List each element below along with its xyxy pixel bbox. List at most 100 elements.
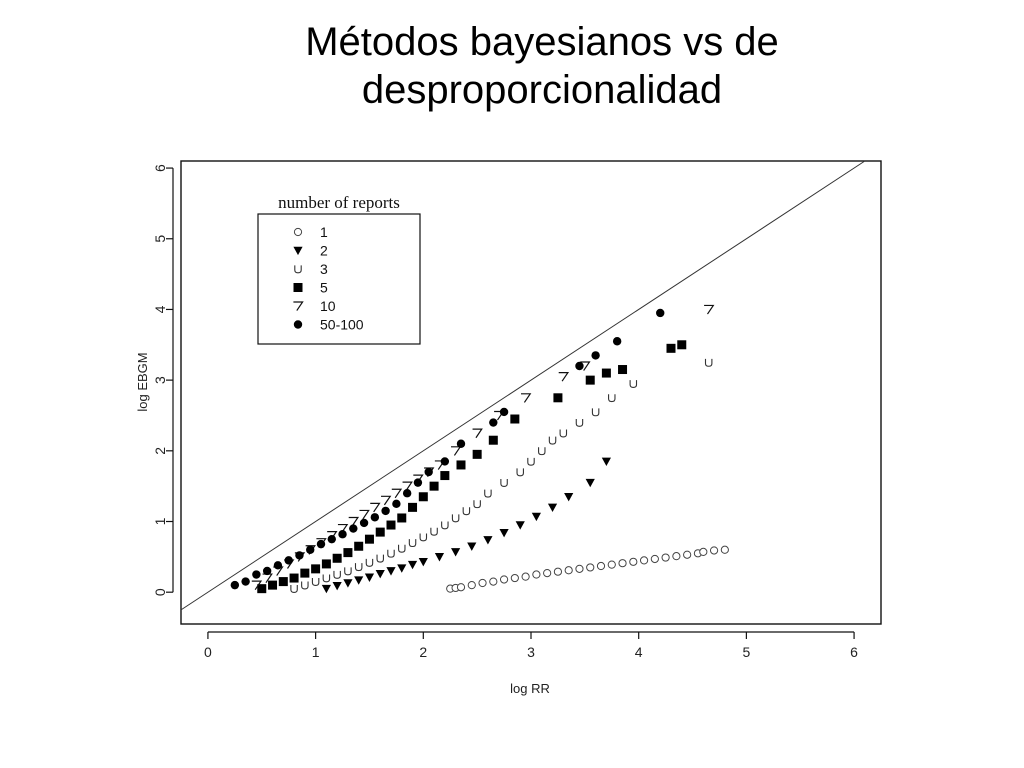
x-tick-label: 3 [527, 644, 535, 660]
y-tick-label: 1 [152, 517, 168, 525]
data-point [386, 520, 396, 530]
data-point [532, 570, 541, 579]
data-point [301, 581, 309, 590]
data-point [564, 492, 574, 502]
legend-marker [293, 320, 303, 329]
data-point [273, 561, 283, 570]
data-point [441, 521, 449, 530]
data-point [440, 471, 450, 481]
series-2 [321, 457, 611, 594]
data-point [484, 489, 492, 498]
y-tick-label: 2 [152, 447, 168, 455]
data-point [596, 561, 606, 571]
legend-marker [293, 301, 304, 311]
data-point [418, 557, 428, 567]
data-point [344, 567, 352, 576]
data-point [424, 467, 433, 477]
data-point [483, 536, 493, 545]
y-tick-label: 5 [152, 235, 168, 243]
data-point [392, 499, 401, 509]
data-point [585, 375, 595, 385]
data-point [349, 524, 358, 533]
data-point [322, 574, 331, 583]
x-tick-label: 2 [419, 644, 427, 660]
series-5 [257, 340, 687, 594]
data-point [499, 575, 509, 584]
data-point [661, 553, 670, 562]
data-point [354, 563, 363, 572]
data-point [408, 539, 417, 548]
data-point [419, 533, 428, 542]
data-point [543, 569, 552, 578]
legend-marker [294, 265, 302, 274]
data-point [386, 567, 396, 576]
data-point [709, 546, 719, 555]
data-point [348, 516, 360, 527]
data-point [591, 408, 600, 417]
data-point [467, 542, 477, 551]
data-point [510, 414, 520, 424]
data-point [402, 481, 413, 492]
data-point [478, 578, 487, 588]
legend-item: 3 [294, 261, 328, 277]
data-point [558, 371, 570, 382]
legend-item: 50-100 [293, 317, 364, 333]
legend-box [257, 213, 421, 345]
reference-line [180, 160, 866, 611]
x-axis: 0 1 2 3 4 5 6 [204, 631, 858, 660]
data-point [575, 361, 584, 371]
data-point [451, 548, 461, 557]
x-tick-label: 5 [742, 644, 750, 660]
data-point [472, 449, 482, 459]
data-point [500, 479, 508, 487]
data-point [343, 579, 353, 588]
data-point [516, 468, 524, 477]
data-point [251, 580, 263, 591]
data-point [359, 509, 370, 520]
data-point [413, 478, 423, 487]
data-point [677, 340, 687, 350]
data-point [499, 529, 509, 538]
data-point [650, 554, 659, 564]
data-point [376, 554, 384, 563]
plot-frame [180, 160, 882, 625]
data-point [364, 573, 375, 582]
slide-title: Métodos bayesianos vs de desproporcional… [0, 18, 1024, 114]
data-point [521, 572, 530, 581]
data-point [553, 567, 563, 576]
data-point [311, 564, 321, 574]
legend-marker [293, 227, 303, 237]
x-tick-label: 6 [850, 644, 858, 660]
data-point [300, 568, 310, 578]
data-point [559, 429, 568, 438]
slide-title-line-2: desproporcionalidad [361, 68, 723, 112]
data-point [316, 539, 326, 549]
data-point [397, 513, 407, 523]
data-point [575, 418, 584, 427]
series-50-100 [230, 308, 665, 590]
data-point [418, 492, 428, 502]
data-point [387, 549, 395, 558]
data-point [295, 551, 304, 560]
data-point [462, 507, 471, 516]
data-point [391, 488, 403, 499]
data-point [521, 393, 532, 403]
data-point [591, 351, 600, 360]
data-point [262, 566, 272, 576]
data-point [278, 577, 288, 587]
data-point [601, 457, 611, 467]
data-point [672, 552, 681, 561]
data-point [527, 457, 535, 466]
data-point [704, 304, 715, 315]
data-point [547, 503, 558, 512]
data-point [354, 541, 364, 551]
data-point [370, 502, 381, 513]
legend-label: 3 [320, 261, 328, 277]
data-point [375, 527, 385, 537]
data-points [230, 304, 729, 594]
data-point [381, 495, 392, 506]
y-axis: 0 1 2 3 4 5 6 [152, 164, 174, 596]
data-point [467, 581, 476, 590]
data-point [289, 573, 299, 583]
